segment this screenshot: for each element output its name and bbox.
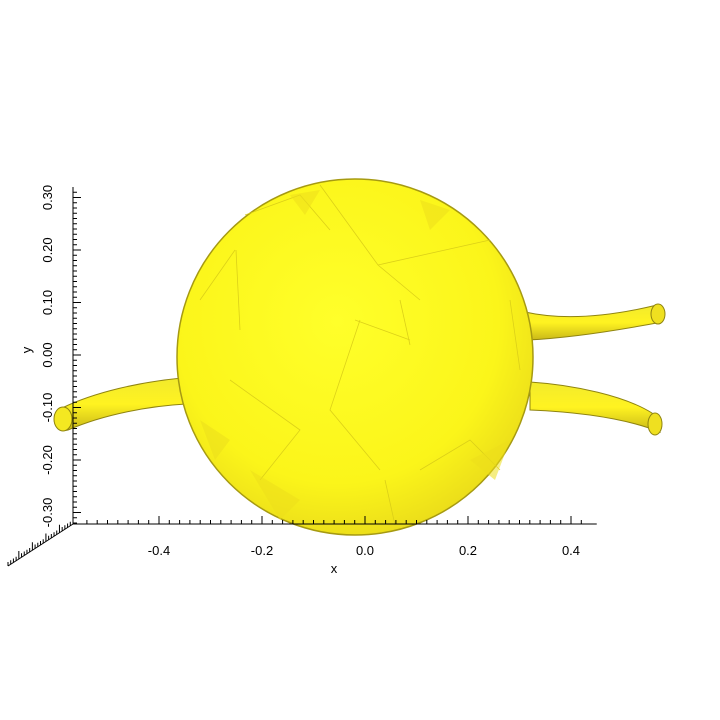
y-tick-label: 0.20	[40, 237, 55, 262]
x-tick-label: 0.0	[356, 543, 374, 558]
right-arm-lower-tube	[529, 381, 661, 433]
right-arm-upper-cap	[650, 303, 666, 325]
disc-shading-patches	[200, 190, 510, 520]
right-arm-upper-tube	[524, 304, 663, 341]
disc-facets	[199, 184, 521, 526]
x-tick-label: 0.4	[562, 543, 580, 558]
y-tick-label: -0.30	[40, 498, 55, 528]
x-axis-title: x	[331, 561, 338, 576]
y-tick-label: 0.30	[40, 185, 55, 210]
x-tick-label: -0.4	[148, 543, 170, 558]
x-tick-label: -0.2	[251, 543, 273, 558]
left-arm-cap	[53, 406, 73, 432]
y-tick-label: -0.20	[40, 445, 55, 475]
y-tick-label: 0.10	[40, 290, 55, 315]
left-arm-tube	[53, 377, 187, 431]
y-axis-title: y	[19, 346, 34, 353]
isosurface	[53, 178, 666, 536]
central-disc	[176, 178, 534, 536]
x-tick-label: 0.2	[459, 543, 477, 558]
y-tick-label: -0.10	[40, 393, 55, 423]
y-tick-label: 0.00	[40, 342, 55, 367]
right-arm-lower-cap	[647, 412, 663, 436]
axes: -0.4 -0.2 0.0 0.2 0.4 x -0.30 -0.20 -0.10 0.00 0.1…	[7, 185, 597, 576]
